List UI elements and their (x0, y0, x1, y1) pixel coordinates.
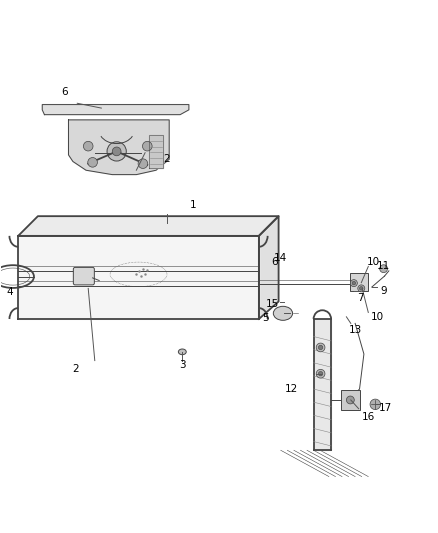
Ellipse shape (273, 306, 292, 320)
Polygon shape (68, 120, 169, 175)
Text: 1: 1 (190, 200, 196, 210)
Circle shape (142, 141, 152, 151)
Circle shape (357, 285, 364, 292)
Ellipse shape (178, 349, 186, 354)
Polygon shape (18, 216, 278, 236)
Text: 14: 14 (273, 253, 287, 263)
Polygon shape (258, 216, 278, 319)
Text: 6: 6 (61, 87, 67, 98)
Text: 3: 3 (179, 360, 185, 370)
Circle shape (112, 147, 121, 156)
FancyBboxPatch shape (340, 390, 359, 409)
Polygon shape (18, 236, 258, 319)
Circle shape (350, 280, 357, 287)
Circle shape (318, 345, 322, 350)
Text: 17: 17 (378, 403, 391, 413)
Text: 9: 9 (379, 286, 386, 296)
Text: 10: 10 (366, 257, 379, 267)
Text: 13: 13 (348, 325, 361, 335)
Polygon shape (42, 104, 188, 115)
Circle shape (138, 159, 148, 168)
Text: 12: 12 (284, 384, 298, 394)
Text: 2: 2 (71, 365, 78, 374)
Text: 7: 7 (357, 294, 364, 303)
Circle shape (379, 265, 387, 272)
Circle shape (315, 343, 324, 352)
Circle shape (346, 396, 353, 404)
Circle shape (83, 141, 93, 151)
FancyBboxPatch shape (349, 273, 367, 292)
Circle shape (88, 158, 97, 167)
Circle shape (315, 369, 324, 378)
Text: 2: 2 (163, 154, 170, 164)
Text: 11: 11 (376, 261, 389, 271)
Circle shape (359, 287, 362, 290)
FancyBboxPatch shape (73, 268, 94, 285)
Polygon shape (313, 319, 330, 450)
Circle shape (369, 399, 380, 409)
Text: 5: 5 (262, 313, 268, 323)
Circle shape (107, 142, 126, 161)
Circle shape (351, 281, 355, 285)
Text: 15: 15 (265, 298, 278, 309)
Text: 4: 4 (6, 287, 13, 297)
Text: 6: 6 (270, 257, 277, 267)
Text: 10: 10 (370, 312, 383, 322)
Circle shape (318, 372, 322, 376)
Text: 16: 16 (361, 411, 374, 422)
Polygon shape (149, 135, 162, 168)
